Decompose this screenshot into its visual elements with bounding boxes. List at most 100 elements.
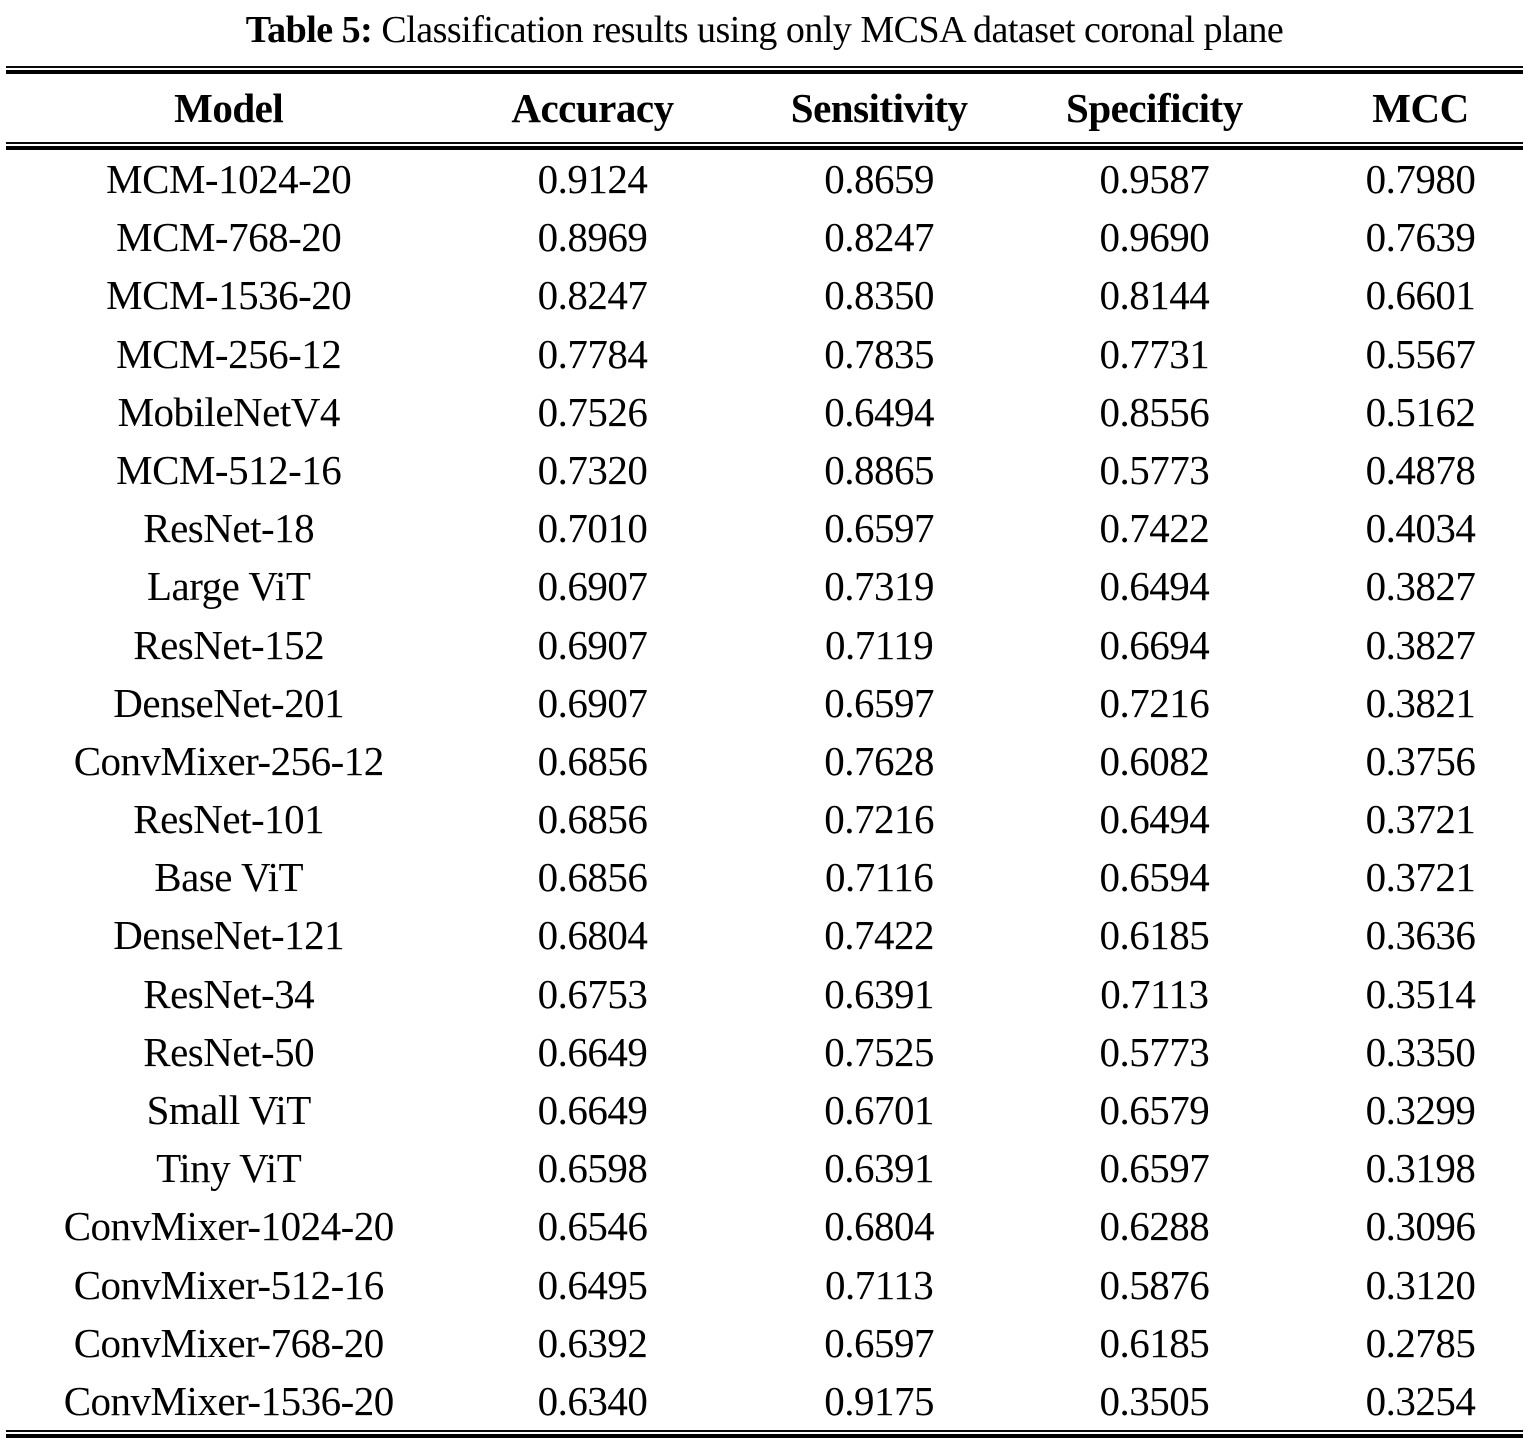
sensitivity-cell: 0.6701 bbox=[824, 1087, 935, 1133]
table-row: ResNet-152 0.6907 0.7119 0.6694 0.3827 bbox=[0, 616, 1529, 674]
model-name-cell: ResNet-50 bbox=[143, 1028, 315, 1075]
accuracy-cell: 0.7010 bbox=[537, 505, 648, 552]
sensitivity-cell: 0.8247 bbox=[824, 214, 935, 261]
specificity-cell: 0.3505 bbox=[1099, 1377, 1210, 1424]
specificity-cell: 0.5773 bbox=[1099, 1028, 1210, 1075]
mcc-cell: 0.7980 bbox=[1365, 156, 1476, 202]
table-row: ConvMixer-512-16 0.6495 0.7113 0.5876 0.… bbox=[0, 1256, 1529, 1314]
specificity-cell: 0.6579 bbox=[1099, 1087, 1210, 1133]
table-row: MobileNetV4 0.7526 0.6494 0.8556 0.5162 bbox=[0, 383, 1529, 441]
accuracy-cell: 0.6856 bbox=[537, 796, 648, 843]
mcc-cell: 0.3299 bbox=[1365, 1087, 1476, 1133]
sensitivity-cell: 0.6597 bbox=[824, 679, 935, 726]
accuracy-cell: 0.6649 bbox=[537, 1087, 648, 1133]
specificity-cell: 0.7113 bbox=[1100, 970, 1209, 1017]
table-row: MCM-768-20 0.8969 0.8247 0.9690 0.7639 bbox=[0, 208, 1529, 266]
column-header-specificity: Specificity bbox=[1066, 85, 1243, 131]
model-name-cell: ResNet-34 bbox=[143, 970, 315, 1017]
accuracy-cell: 0.7784 bbox=[537, 330, 648, 377]
table-caption-text: Classification results using only MCSA d… bbox=[372, 9, 1284, 51]
table-row: DenseNet-201 0.6907 0.6597 0.7216 0.3821 bbox=[0, 674, 1529, 732]
table-row: ResNet-50 0.6649 0.7525 0.5773 0.3350 bbox=[0, 1023, 1529, 1081]
accuracy-cell: 0.7526 bbox=[537, 388, 648, 435]
table-caption-label: Table 5: bbox=[245, 9, 373, 51]
model-name-cell: DenseNet-201 bbox=[113, 679, 345, 726]
mcc-cell: 0.3721 bbox=[1365, 796, 1476, 843]
sensitivity-cell: 0.8865 bbox=[824, 446, 935, 493]
mcc-cell: 0.5567 bbox=[1365, 330, 1476, 377]
table-row: DenseNet-121 0.6804 0.7422 0.6185 0.3636 bbox=[0, 906, 1529, 964]
mcc-cell: 0.4878 bbox=[1365, 446, 1476, 493]
table-row: MCM-1024-20 0.9124 0.8659 0.9587 0.7980 bbox=[0, 150, 1529, 208]
sensitivity-cell: 0.6391 bbox=[824, 970, 935, 1017]
mcc-cell: 0.3120 bbox=[1365, 1261, 1476, 1308]
model-name-cell: MCM-256-12 bbox=[116, 330, 342, 377]
specificity-cell: 0.6185 bbox=[1099, 1319, 1210, 1366]
sensitivity-cell: 0.7835 bbox=[824, 330, 935, 377]
accuracy-cell: 0.6907 bbox=[537, 621, 648, 668]
sensitivity-cell: 0.7116 bbox=[825, 854, 934, 901]
sensitivity-cell: 0.7422 bbox=[824, 912, 935, 959]
table-row: Large ViT 0.6907 0.7319 0.6494 0.3827 bbox=[0, 557, 1529, 615]
sensitivity-cell: 0.9175 bbox=[824, 1377, 935, 1424]
model-name-cell: Large ViT bbox=[146, 563, 311, 610]
model-name-cell: ConvMixer-512-16 bbox=[73, 1261, 385, 1308]
model-name-cell: ResNet-101 bbox=[133, 796, 325, 843]
mcc-cell: 0.3514 bbox=[1365, 970, 1476, 1017]
sensitivity-cell: 0.8350 bbox=[824, 272, 935, 319]
mcc-cell: 0.4034 bbox=[1365, 505, 1476, 552]
mcc-cell: 0.3821 bbox=[1365, 679, 1476, 726]
model-name-cell: ConvMixer-1024-20 bbox=[63, 1203, 395, 1250]
sensitivity-cell: 0.7319 bbox=[824, 563, 935, 610]
specificity-cell: 0.6694 bbox=[1099, 621, 1210, 668]
mcc-cell: 0.3198 bbox=[1365, 1145, 1476, 1192]
mcc-cell: 0.2785 bbox=[1365, 1319, 1476, 1366]
accuracy-cell: 0.8969 bbox=[537, 214, 648, 261]
model-name-cell: ResNet-18 bbox=[143, 505, 315, 552]
mcc-cell: 0.3827 bbox=[1365, 563, 1476, 610]
model-name-cell: MCM-1536-20 bbox=[106, 272, 352, 319]
specificity-cell: 0.8144 bbox=[1099, 272, 1210, 319]
specificity-cell: 0.6597 bbox=[1099, 1145, 1210, 1192]
sensitivity-cell: 0.7216 bbox=[824, 796, 935, 843]
accuracy-cell: 0.6649 bbox=[537, 1028, 648, 1075]
specificity-cell: 0.9587 bbox=[1099, 156, 1210, 202]
mcc-cell: 0.3756 bbox=[1365, 737, 1476, 784]
specificity-cell: 0.6288 bbox=[1099, 1203, 1210, 1250]
model-name-cell: MCM-1024-20 bbox=[106, 156, 352, 202]
table-row: Small ViT 0.6649 0.6701 0.6579 0.3299 bbox=[0, 1081, 1529, 1139]
table-row: ResNet-18 0.7010 0.6597 0.7422 0.4034 bbox=[0, 499, 1529, 557]
accuracy-cell: 0.6340 bbox=[537, 1377, 648, 1424]
column-header-accuracy: Accuracy bbox=[511, 85, 674, 131]
model-name-cell: MCM-512-16 bbox=[116, 446, 342, 493]
column-header-model: Model bbox=[174, 85, 284, 131]
sensitivity-cell: 0.7119 bbox=[825, 621, 934, 668]
accuracy-cell: 0.9124 bbox=[537, 156, 648, 202]
table-row: Base ViT 0.6856 0.7116 0.6594 0.3721 bbox=[0, 848, 1529, 906]
specificity-cell: 0.6185 bbox=[1099, 912, 1210, 959]
sensitivity-cell: 0.7628 bbox=[824, 737, 935, 784]
sensitivity-cell: 0.8659 bbox=[824, 156, 935, 202]
table-row: MCM-256-12 0.7784 0.7835 0.7731 0.5567 bbox=[0, 325, 1529, 383]
mcc-cell: 0.3350 bbox=[1365, 1028, 1476, 1075]
table-row: ConvMixer-768-20 0.6392 0.6597 0.6185 0.… bbox=[0, 1314, 1529, 1372]
accuracy-cell: 0.7320 bbox=[537, 446, 648, 493]
specificity-cell: 0.8556 bbox=[1099, 388, 1210, 435]
table-row: ConvMixer-1024-20 0.6546 0.6804 0.6288 0… bbox=[0, 1197, 1529, 1255]
accuracy-cell: 0.6753 bbox=[537, 970, 648, 1017]
mcc-cell: 0.3254 bbox=[1365, 1377, 1476, 1424]
table-bottom-rule bbox=[6, 1430, 1523, 1439]
table-header-rule bbox=[6, 142, 1523, 150]
mcc-cell: 0.3096 bbox=[1365, 1203, 1476, 1250]
mcc-cell: 0.7639 bbox=[1365, 214, 1476, 261]
mcc-cell: 0.6601 bbox=[1365, 272, 1476, 319]
table-row: ResNet-34 0.6753 0.6391 0.7113 0.3514 bbox=[0, 965, 1529, 1023]
specificity-cell: 0.9690 bbox=[1099, 214, 1210, 261]
model-name-cell: ConvMixer-1536-20 bbox=[63, 1377, 395, 1424]
accuracy-cell: 0.6907 bbox=[537, 563, 648, 610]
model-name-cell: DenseNet-121 bbox=[113, 912, 345, 959]
column-header-mcc: MCC bbox=[1372, 85, 1469, 131]
specificity-cell: 0.6082 bbox=[1099, 737, 1210, 784]
accuracy-cell: 0.8247 bbox=[537, 272, 648, 319]
